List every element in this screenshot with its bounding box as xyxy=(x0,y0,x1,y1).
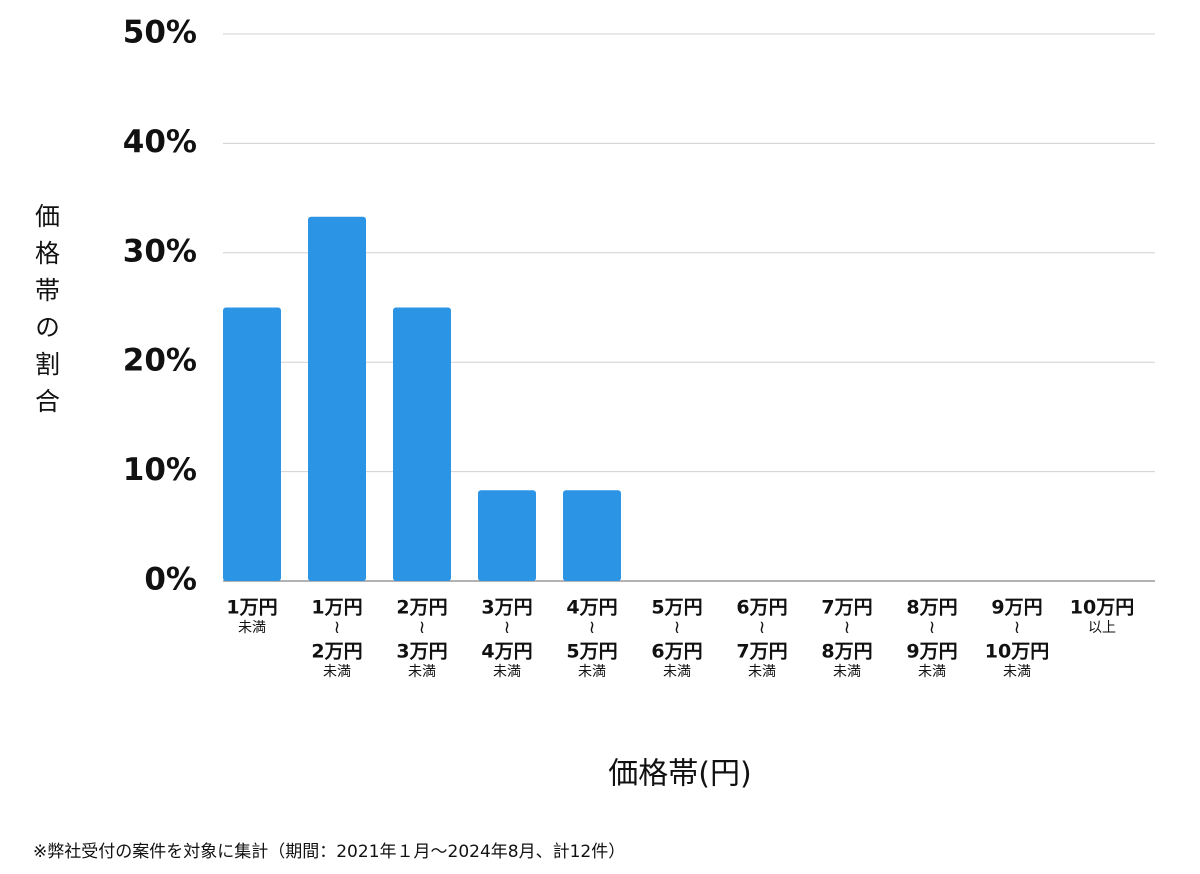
x-tick-label: 未満 xyxy=(748,664,776,680)
x-tick-label: ≀ xyxy=(504,617,511,638)
x-tick-label: ≀ xyxy=(589,617,596,638)
x-tick-label: 5万円 xyxy=(566,641,617,663)
x-tick-label: 7万円 xyxy=(821,597,872,619)
x-tick-label: 5万円 xyxy=(651,597,702,619)
bar xyxy=(223,307,281,581)
x-tick-label: 8万円 xyxy=(906,597,957,619)
x-tick-label: 10万円 xyxy=(985,641,1049,663)
x-tick-label: ≀ xyxy=(929,617,936,638)
x-tick-label: 未満 xyxy=(1003,664,1031,680)
x-tick-label: ≀ xyxy=(844,617,851,638)
y-tick-label: 10% xyxy=(123,452,197,488)
x-tick-label: 2万円 xyxy=(311,641,362,663)
y-tick-label: 30% xyxy=(123,233,197,269)
x-tick-label: 未満 xyxy=(323,664,351,680)
x-tick-label: ≀ xyxy=(334,617,341,638)
x-tick-label: 1万円 xyxy=(311,597,362,619)
x-tick-label: 未満 xyxy=(918,664,946,680)
x-tick-label: 3万円 xyxy=(396,641,447,663)
x-tick-label: ≀ xyxy=(1014,617,1021,638)
bar xyxy=(393,307,451,581)
y-tick-label: 0% xyxy=(144,562,197,598)
bar xyxy=(308,216,366,581)
x-axis-label: 価格帯(円) xyxy=(608,757,751,792)
x-tick-label: 以上 xyxy=(1088,620,1116,636)
x-tick-label: ≀ xyxy=(419,617,426,638)
x-tick-label: 未満 xyxy=(493,664,521,680)
x-tick-label: 未満 xyxy=(663,664,691,680)
bar xyxy=(478,490,536,581)
x-tick-label: 6万円 xyxy=(651,641,702,663)
footnote: ※弊社受付の案件を対象に集計（期間：2021年１月〜2024年8月、計12件） xyxy=(33,842,625,862)
x-tick-label: 未満 xyxy=(408,664,436,680)
x-tick-label: 3万円 xyxy=(481,597,532,619)
x-tick-label: 8万円 xyxy=(821,641,872,663)
x-tick-label: ≀ xyxy=(759,617,766,638)
x-tick-label: 4万円 xyxy=(566,597,617,619)
x-tick-label: 9万円 xyxy=(906,641,957,663)
x-tick-label: ≀ xyxy=(674,617,681,638)
y-tick-label: 20% xyxy=(123,343,197,379)
x-tick-label: 1万円 xyxy=(226,597,277,619)
y-axis-label: 価格帯の割合 xyxy=(32,203,61,425)
x-tick-label: 未満 xyxy=(833,664,861,680)
y-tick-label: 50% xyxy=(123,15,197,51)
x-tick-label: 未満 xyxy=(578,664,606,680)
x-tick-label: 10万円 xyxy=(1070,597,1134,619)
x-tick-label: 6万円 xyxy=(736,597,787,619)
x-tick-label: 2万円 xyxy=(396,597,447,619)
x-tick-label: 4万円 xyxy=(481,641,532,663)
x-tick-label: 9万円 xyxy=(991,597,1042,619)
y-tick-label: 40% xyxy=(123,124,197,160)
x-tick-label: 7万円 xyxy=(736,641,787,663)
bar xyxy=(563,490,621,581)
x-tick-label: 未満 xyxy=(238,620,266,636)
